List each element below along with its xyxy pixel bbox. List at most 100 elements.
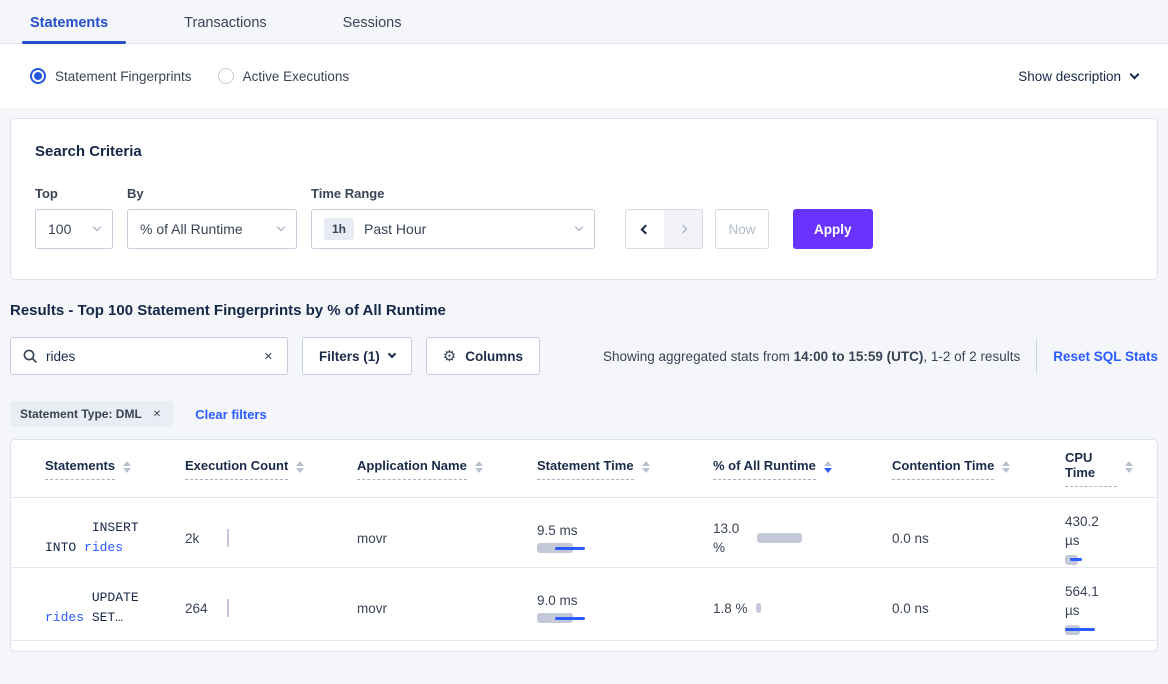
clear-filters-link[interactable]: Clear filters — [195, 406, 267, 422]
search-icon — [23, 349, 37, 363]
by-value: % of All Runtime — [140, 221, 243, 237]
results-heading: Results - Top 100 Statement Fingerprints… — [10, 302, 446, 319]
column-header-statement-time[interactable]: Statement Time — [537, 458, 713, 480]
time-range-badge: 1h — [324, 218, 355, 240]
statements-table: Statements Execution Count Application N… — [10, 439, 1158, 652]
cpu-time-cell: 564.1 µs — [1065, 582, 1133, 635]
now-button[interactable]: Now — [715, 209, 769, 249]
chevron-down-icon — [387, 349, 397, 359]
page-tabs: Statements Transactions Sessions — [0, 0, 1168, 44]
execution-count-bar — [227, 599, 229, 617]
radio-statement-fingerprints[interactable]: Statement Fingerprints — [30, 68, 192, 84]
statement-link[interactable]: rides — [84, 540, 124, 555]
remove-filter-icon[interactable]: ✕ — [152, 408, 162, 420]
filter-pill-row: Statement Type: DML ✕ Clear filters — [10, 401, 1158, 427]
radio-active-executions[interactable]: Active Executions — [217, 68, 350, 84]
search-box[interactable]: ✕ — [10, 337, 288, 375]
statement-time-bar — [537, 543, 587, 553]
search-criteria-title: Search Criteria — [35, 143, 142, 160]
statement-cell: UPDATE rides SET… — [45, 590, 147, 625]
radio-label: Active Executions — [242, 68, 350, 84]
tab-transactions[interactable]: Transactions — [184, 15, 267, 31]
time-range-group: Time Range 1h Past Hour — [311, 186, 595, 249]
search-criteria-card: Search Criteria Top 100 By % of All Runt… — [10, 118, 1158, 280]
filter-pill-statement-type[interactable]: Statement Type: DML ✕ — [10, 401, 174, 427]
column-header-statements[interactable]: Statements — [45, 458, 185, 480]
pct-runtime-bar — [755, 603, 762, 613]
application-name-cell: movr — [357, 600, 387, 616]
by-group: By % of All Runtime — [127, 186, 297, 249]
cpu-time-cell: 430.2 µs — [1065, 512, 1133, 565]
contention-time-cell: 0.0 ns — [892, 600, 929, 616]
filters-button[interactable]: Filters (1) — [302, 337, 412, 375]
column-header-cpu-time[interactable]: CPU Time — [1065, 450, 1133, 487]
application-name-cell: movr — [357, 530, 387, 546]
tab-sessions[interactable]: Sessions — [342, 15, 402, 31]
chevron-right-icon — [678, 224, 688, 234]
statement-time-cell: 9.5 ms — [537, 523, 713, 553]
pct-runtime-bar — [757, 533, 803, 543]
previous-time-button[interactable] — [626, 210, 664, 248]
execution-count-cell: 2k — [185, 529, 357, 547]
cpu-time-bar — [1065, 624, 1097, 635]
execution-count-bar — [227, 529, 229, 547]
sort-icon[interactable] — [1002, 460, 1011, 473]
column-header-pct-of-all-runtime[interactable]: % of All Runtime — [713, 458, 892, 480]
columns-label: Columns — [465, 348, 523, 364]
filter-pill-label: Statement Type: DML — [20, 407, 142, 421]
sort-icon[interactable] — [474, 460, 483, 473]
top-select[interactable]: 100 — [35, 209, 113, 249]
chevron-down-icon — [1129, 69, 1140, 79]
next-time-button[interactable] — [664, 210, 702, 248]
view-toggle-bar: Statement Fingerprints Active Executions… — [0, 44, 1168, 108]
sort-icon[interactable] — [296, 460, 305, 473]
time-range-label: Time Range — [311, 186, 385, 201]
table-header-row: Statements Execution Count Application N… — [11, 440, 1157, 498]
columns-button[interactable]: ⚙ Columns — [425, 337, 540, 375]
gear-icon: ⚙ — [442, 347, 457, 365]
column-header-application-name[interactable]: Application Name — [357, 458, 537, 480]
radio-label: Statement Fingerprints — [55, 68, 192, 84]
time-pager — [625, 209, 703, 249]
by-label: By — [127, 186, 144, 201]
table-row: UPDATE rides SET… 264 movr 9.0 ms 1.8 % … — [11, 568, 1157, 641]
cpu-time-bar — [1065, 554, 1085, 565]
pct-runtime-cell: 13.0 % — [713, 519, 892, 557]
radio-selected-icon[interactable] — [30, 68, 46, 84]
show-description-label: Show description — [1018, 68, 1121, 84]
table-row: INSERT INTO rides 2k movr 9.5 ms 13.0 % … — [11, 498, 1157, 568]
time-range-select[interactable]: 1h Past Hour — [311, 209, 595, 249]
apply-button[interactable]: Apply — [793, 209, 873, 249]
search-input[interactable] — [46, 348, 262, 364]
top-group: Top 100 — [35, 186, 113, 249]
statement-time-cell: 9.0 ms — [537, 593, 713, 623]
statement-link[interactable]: rides — [45, 610, 85, 625]
sort-icon[interactable] — [1125, 460, 1133, 473]
tab-statements[interactable]: Statements — [21, 15, 127, 44]
contention-time-cell: 0.0 ns — [892, 530, 929, 546]
clear-search-icon[interactable]: ✕ — [263, 350, 273, 363]
results-toolbar: ✕ Filters (1) ⚙ Columns Showing aggregat… — [10, 337, 1158, 375]
chevron-down-icon — [92, 222, 102, 232]
by-select[interactable]: % of All Runtime — [127, 209, 297, 249]
sort-icon[interactable] — [123, 460, 132, 473]
statement-time-bar — [537, 613, 587, 623]
execution-count-cell: 264 — [185, 599, 357, 617]
aggregated-stats-note: Showing aggregated stats from 14:00 to 1… — [603, 348, 1021, 364]
reset-sql-stats-link[interactable]: Reset SQL Stats — [1053, 348, 1158, 364]
top-value: 100 — [48, 221, 72, 237]
chevron-left-icon — [640, 224, 650, 234]
sort-icon[interactable] — [641, 460, 650, 473]
sort-icon-active-desc[interactable] — [823, 460, 832, 473]
chevron-down-icon — [574, 222, 584, 232]
show-description-toggle[interactable]: Show description — [1018, 68, 1140, 84]
pct-runtime-cell: 1.8 % — [713, 599, 892, 618]
column-header-contention-time[interactable]: Contention Time — [892, 458, 1065, 480]
radio-unselected-icon[interactable] — [217, 68, 234, 84]
column-header-execution-count[interactable]: Execution Count — [185, 458, 357, 480]
time-range-value: Past Hour — [364, 221, 427, 237]
top-label: Top — [35, 186, 58, 201]
statement-cell: INSERT INTO rides — [45, 520, 147, 555]
chevron-down-icon — [276, 222, 286, 232]
reset-sql-stats-wrap: Reset SQL Stats — [1036, 339, 1158, 373]
